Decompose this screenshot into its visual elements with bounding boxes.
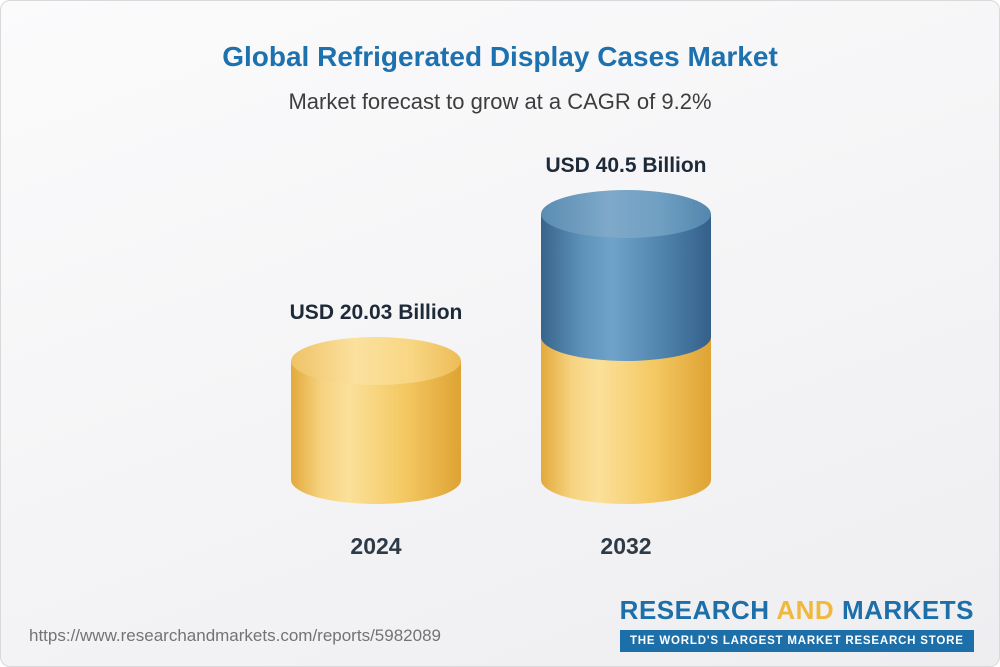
chart-subtitle: Market forecast to grow at a CAGR of 9.2… bbox=[288, 89, 712, 114]
logo-wordmark: RESEARCH AND MARKETS bbox=[620, 595, 974, 626]
logo-word-markets: MARKETS bbox=[841, 595, 974, 625]
bar-2032-value-label: USD 40.5 Billion bbox=[545, 154, 707, 177]
research-and-markets-logo: RESEARCH AND MARKETS THE WORLD'S LARGEST… bbox=[619, 595, 974, 652]
bar-2032-cylinder-blue-segment bbox=[541, 214, 711, 361]
bar-2032-category-label: 2032 bbox=[600, 533, 652, 559]
logo-tagline: THE WORLD'S LARGEST MARKET RESEARCH STOR… bbox=[619, 630, 974, 652]
report-url: https://www.researchandmarkets.com/repor… bbox=[29, 626, 441, 645]
chart-title: Global Refrigerated Display Cases Market bbox=[222, 41, 778, 72]
bar-2024-category-label: 2024 bbox=[350, 533, 402, 559]
bar-2024-cylinder bbox=[291, 336, 461, 504]
logo-word-and: AND bbox=[776, 595, 835, 625]
bar-2032-cylinder bbox=[541, 190, 711, 504]
bar-2032-cylinder-yellow-segment bbox=[541, 336, 711, 504]
bar-2032-cylinder-top-ellipse bbox=[541, 190, 711, 238]
bar-2024-cylinder-top-ellipse bbox=[291, 336, 461, 385]
bar-2024-value-label: USD 20.03 Billion bbox=[289, 300, 463, 324]
logo-word-research: RESEARCH bbox=[619, 595, 770, 625]
